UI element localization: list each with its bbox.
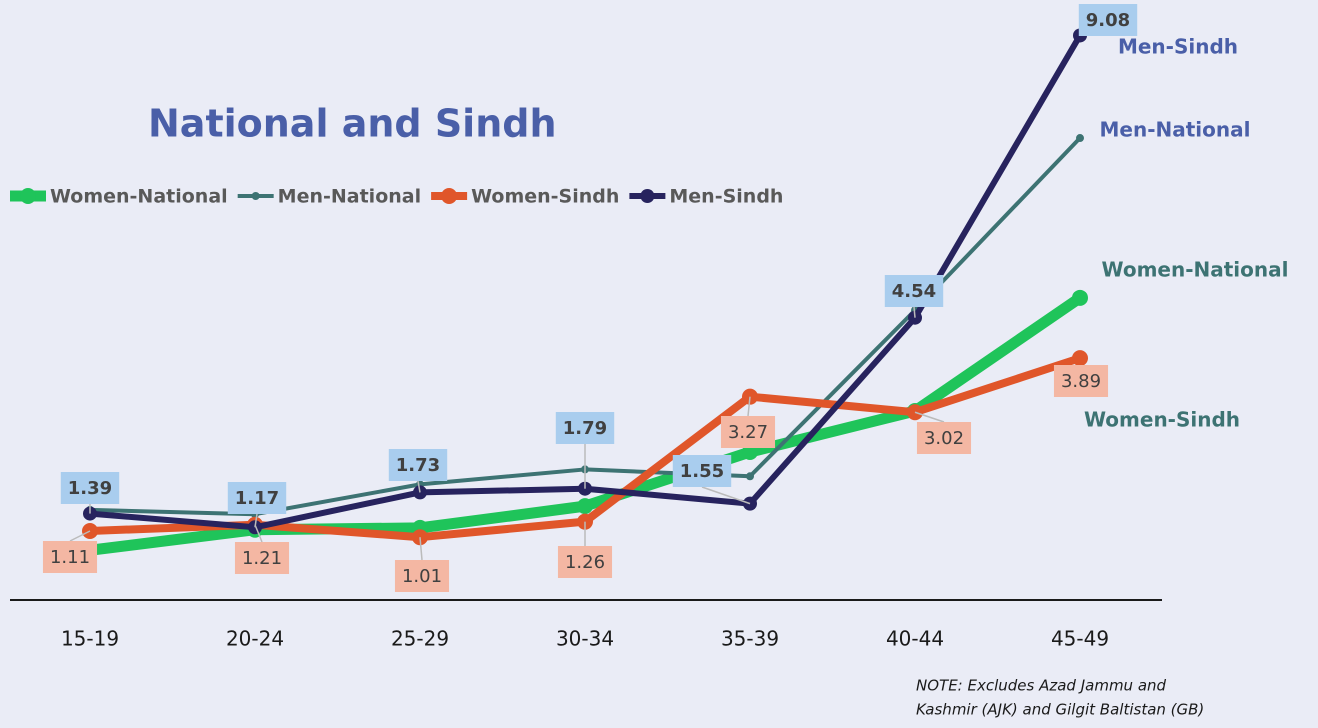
point <box>577 498 593 515</box>
data-label: 1.01 <box>402 566 442 587</box>
x-tick-label: 20-24 <box>226 627 284 651</box>
leader-line <box>254 524 263 543</box>
leader-line <box>417 480 421 493</box>
label-box <box>388 449 448 481</box>
series-end-label: Men-Sindh <box>1118 35 1238 59</box>
label-box <box>60 472 120 504</box>
label-box <box>42 541 98 573</box>
legend-label: Women-Sindh <box>471 186 619 208</box>
note: NOTE: Excludes Azad Jammu and <box>916 677 1167 695</box>
x-tick-label: 45-49 <box>1051 627 1109 651</box>
data-label: 9.08 <box>1086 10 1130 31</box>
data-label: 1.17 <box>235 488 279 509</box>
x-tick-label: 35-39 <box>721 627 779 651</box>
leader-line <box>913 306 916 318</box>
legend-label: Women-National <box>50 186 228 208</box>
x-tick-label: 30-34 <box>556 627 614 651</box>
series-end-label: Women-Sindh <box>1084 408 1240 432</box>
x-tick-label: 40-44 <box>886 627 944 651</box>
point <box>746 472 754 481</box>
label-box <box>234 542 290 574</box>
x-tick-label: 25-29 <box>391 627 449 651</box>
leader-line <box>701 486 751 505</box>
data-label: 3.27 <box>728 422 768 443</box>
x-tick-label: 15-19 <box>61 627 119 651</box>
leader-line <box>419 537 423 561</box>
data-label: 1.39 <box>68 478 112 499</box>
label-box <box>720 416 776 448</box>
data-label: 1.26 <box>565 552 605 573</box>
legend-swatch-marker <box>251 192 260 200</box>
label-box <box>672 455 732 487</box>
leader-line <box>254 513 258 528</box>
series-end-label: Women-National <box>1101 258 1288 282</box>
data-label: 4.54 <box>892 281 936 302</box>
leader-line <box>914 411 945 423</box>
data-label: 1.21 <box>242 548 282 569</box>
label-box <box>1078 4 1138 36</box>
label-box <box>394 560 450 592</box>
data-label: 3.89 <box>1061 371 1101 392</box>
label-box <box>916 422 972 454</box>
leader-line <box>747 396 751 417</box>
data-label: 1.11 <box>50 547 90 568</box>
legend-swatch-marker <box>441 188 458 204</box>
leader-line <box>69 530 91 542</box>
point <box>742 444 758 461</box>
data-label: 3.02 <box>924 428 964 449</box>
series-end-label: Men-National <box>1100 118 1251 142</box>
chart-title: National and Sindh <box>148 102 557 146</box>
legend-swatch-marker <box>640 189 655 203</box>
legend-label: Men-Sindh <box>669 186 783 208</box>
legend-swatch-marker <box>20 188 36 204</box>
legend-label: Men-National <box>278 186 421 208</box>
label-box <box>557 546 613 578</box>
label-box <box>227 482 287 514</box>
point <box>1076 134 1084 143</box>
point <box>1072 289 1088 306</box>
note: Kashmir (AJK) and Gilgit Baltistan (GB) <box>916 701 1204 719</box>
data-label: 1.73 <box>396 455 440 476</box>
data-label: 1.55 <box>680 461 724 482</box>
label-box <box>884 275 944 307</box>
label-box <box>1053 365 1109 397</box>
data-label: 1.79 <box>563 418 607 439</box>
point <box>1072 350 1088 367</box>
label-box <box>555 412 615 444</box>
